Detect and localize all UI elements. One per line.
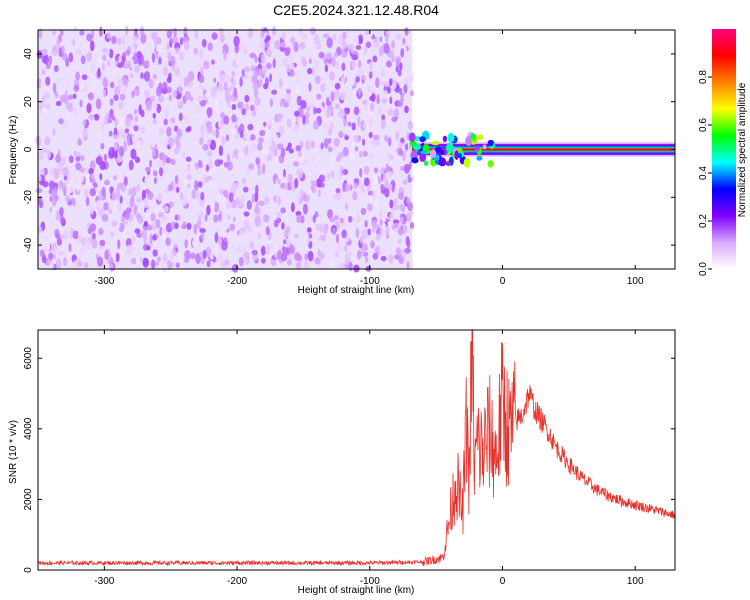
colorbar-gradient xyxy=(712,29,736,269)
y-tick-label: 2000 xyxy=(23,488,34,511)
snr-x-axis: -300 -200 -100 0 100 xyxy=(94,330,644,587)
y-tick-label: 0 xyxy=(23,146,34,152)
colorbar-label: Normalized spectral amplitude xyxy=(737,82,748,217)
colorbar-tick-label: 0.0 xyxy=(698,262,709,276)
colorbar: 0.0 0.2 0.4 0.6 0.8 Normalized spectral ampl… xyxy=(698,29,748,276)
spectrogram-y-axis: -40 -20 0 20 40 xyxy=(23,48,675,252)
snr-x-axis-label: Height of straight line (km) xyxy=(298,585,415,596)
colorbar-tick-label: 0.6 xyxy=(698,118,709,132)
x-tick-label: 100 xyxy=(627,276,644,287)
spectrogram-y-axis-label: Frequency (Hz) xyxy=(8,116,19,185)
x-tick-label: -200 xyxy=(227,576,247,587)
y-tick-label: 20 xyxy=(23,96,34,108)
spectrogram-x-axis: -300 -200 -100 0 100 xyxy=(94,30,644,287)
figure-title: C2E5.2024.321.12.48.R04 xyxy=(273,2,439,18)
colorbar-tick-label: 0.4 xyxy=(698,166,709,180)
x-tick-label: 0 xyxy=(500,276,506,287)
signal-band xyxy=(408,130,676,168)
x-tick-label: 100 xyxy=(627,576,644,587)
snr-y-axis: 0 2000 4000 6000 xyxy=(23,347,675,573)
x-tick-label: 0 xyxy=(500,576,506,587)
colorbar-ticks: 0.0 0.2 0.4 0.6 0.8 xyxy=(698,70,712,276)
spectrogram-plot-area xyxy=(35,25,676,273)
x-tick-label: -200 xyxy=(227,276,247,287)
x-tick-label: -300 xyxy=(94,576,114,587)
y-tick-label: -40 xyxy=(23,237,34,252)
y-tick-label: 40 xyxy=(23,48,34,60)
snr-frame xyxy=(37,329,676,571)
y-tick-label: -20 xyxy=(23,190,34,205)
x-tick-label: -300 xyxy=(94,276,114,287)
colorbar-tick-label: 0.8 xyxy=(698,70,709,84)
spectrogram-x-axis-label: Height of straight line (km) xyxy=(298,285,415,296)
noise-speckles xyxy=(35,25,415,273)
x-tick-label: -100 xyxy=(360,276,380,287)
y-tick-label: 6000 xyxy=(23,347,34,370)
x-tick-label: -100 xyxy=(360,576,380,587)
y-tick-label: 0 xyxy=(23,567,34,573)
colorbar-tick-label: 0.2 xyxy=(698,214,709,228)
snr-y-axis-label: SNR (10 * v/v) xyxy=(8,420,19,484)
y-tick-label: 4000 xyxy=(23,417,34,440)
snr-series-line xyxy=(38,330,675,567)
